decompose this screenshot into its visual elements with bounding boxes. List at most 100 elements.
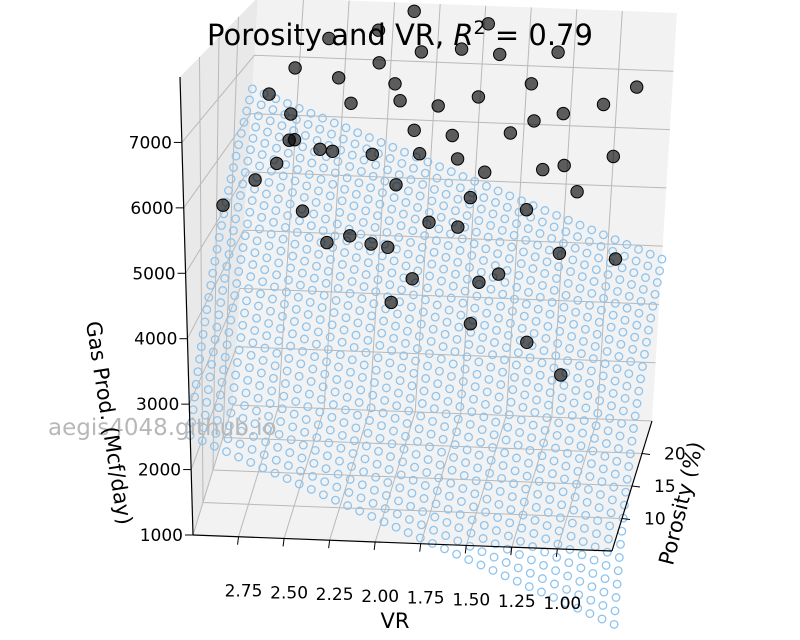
surface-marker [482,308,492,318]
watermark: aegis4048.github.io [48,415,277,441]
surface-marker [223,434,233,444]
surface-marker [255,381,265,391]
surface-marker [519,497,529,507]
surface-marker [632,399,642,408]
surface-marker [351,423,361,433]
surface-marker [319,290,329,300]
surface-marker [617,418,627,428]
surface-marker [318,113,328,123]
surface-marker [387,346,397,356]
surface-marker [345,289,355,298]
surface-marker [512,282,522,292]
surface-marker [612,456,622,466]
surface-marker [304,233,314,242]
surface-marker [642,337,651,347]
data-point [332,71,346,85]
surface-marker [655,266,665,276]
surface-marker [383,478,393,487]
surface-marker [298,440,308,450]
surface-marker [391,321,400,331]
surface-marker [498,289,508,299]
surface-marker [248,338,258,348]
surface-marker [266,306,275,316]
surface-marker [247,84,257,94]
surface-marker [512,219,521,229]
surface-marker [379,517,389,527]
surface-marker [242,296,252,306]
surface-marker [404,314,414,324]
surface-marker [609,482,619,492]
y-tick-label: 20 [664,445,686,465]
surface-marker [519,311,529,321]
surface-marker [452,334,462,344]
surface-marker [349,342,359,352]
surface-marker [376,137,386,147]
surface-marker [204,292,214,302]
surface-marker [579,523,589,533]
surface-marker [467,251,477,260]
surface-marker [440,422,450,432]
surface-marker [191,379,201,389]
surface-marker [606,322,616,332]
surface-marker [249,432,258,441]
surface-marker [358,217,368,227]
data-point [463,190,478,205]
surface-marker [320,369,330,379]
surface-marker [496,301,506,311]
surface-marker [314,186,323,196]
surface-marker [353,410,362,420]
data-point [248,173,262,187]
surface-marker [301,415,311,424]
surface-marker [292,227,302,237]
surface-marker [288,251,298,261]
surface-marker [577,272,587,282]
surface-marker [394,232,404,242]
surface-marker [261,189,271,199]
surface-marker [337,196,347,206]
surface-marker [385,358,395,368]
surface-marker [539,438,549,448]
data-point [596,97,611,112]
surface-marker [244,363,254,373]
surface-marker [387,439,397,449]
surface-marker [641,273,650,283]
surface-marker [479,412,489,422]
surface-marker [451,269,460,279]
surface-marker [354,178,364,188]
surface-marker [490,338,499,347]
surface-marker [431,499,441,509]
surface-marker [226,315,236,325]
surface-marker [600,451,610,461]
surface-marker [615,431,625,441]
surface-marker [585,609,595,619]
surface-marker [573,295,583,305]
surface-marker [357,294,367,304]
surface-marker [347,355,357,365]
x-tick-mark [464,545,467,554]
surface-marker [409,290,418,300]
surface-marker [226,174,236,184]
surface-marker [525,353,535,363]
surface-marker [409,163,418,173]
data-point [262,87,276,101]
data-point [481,17,495,31]
surface-marker [584,237,594,246]
surface-marker [460,364,470,374]
surface-marker [552,430,562,440]
surface-marker [603,270,613,280]
tick-labels: 2.75 2.50 2.25 2.00 1.75 1.50 1.25 1.00 10 15 20 10… [129,133,686,614]
surface-marker [256,368,266,378]
surface-marker [193,367,203,377]
grid-line-z [188,287,660,405]
surface-marker [481,181,491,191]
surface-marker [297,268,307,278]
surface-marker [417,399,427,408]
surface-marker [476,437,486,447]
data-point [344,96,358,111]
surface-marker [455,183,465,193]
surface-marker [497,225,507,235]
surface-marker [375,199,385,209]
surface-marker [276,182,286,192]
surface-marker [259,450,269,460]
surface-marker [598,464,608,474]
